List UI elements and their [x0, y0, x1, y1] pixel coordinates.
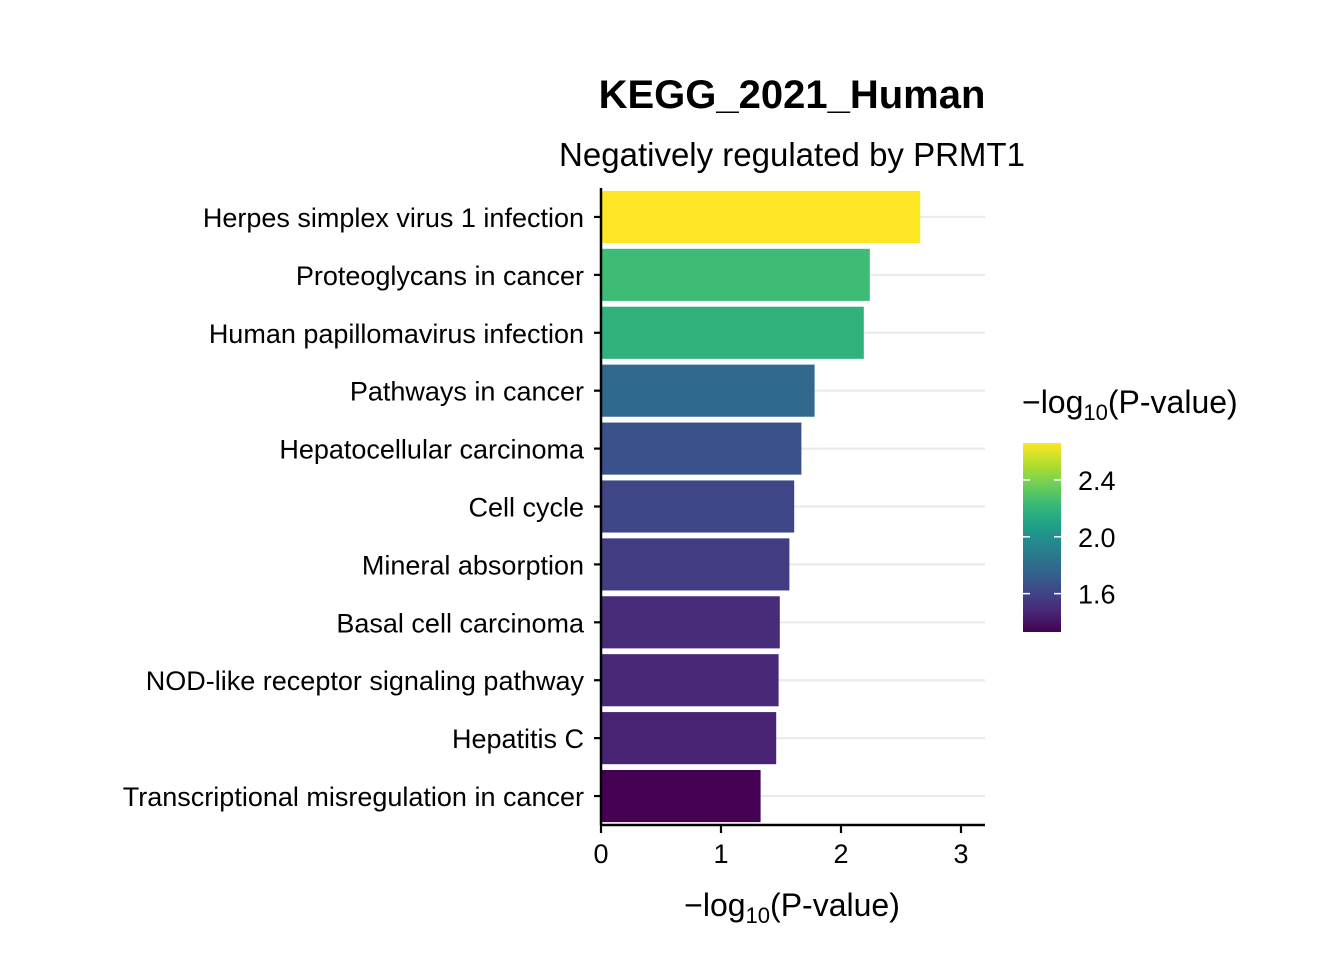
- legend-ticks: 1.6 2.0 2.4: [1023, 466, 1116, 610]
- x-tick-label: 1: [713, 839, 728, 869]
- bar: [601, 769, 761, 823]
- category-label: Hepatocellular carcinoma: [279, 435, 585, 465]
- bar: [601, 538, 790, 591]
- bars: [601, 190, 921, 823]
- bar: [601, 422, 802, 475]
- category-label: Mineral absorption: [362, 550, 584, 580]
- x-tick-label: 3: [953, 839, 968, 869]
- category-label: Basal cell carcinoma: [336, 608, 585, 638]
- category-label: NOD-like receptor signaling pathway: [146, 666, 585, 696]
- category-labels: Herpes simplex virus 1 infection Proteogl…: [123, 203, 585, 812]
- category-label: Transcriptional misregulation in cancer: [123, 782, 584, 812]
- axes: 0 1 2 3: [593, 188, 985, 869]
- category-label: Proteoglycans in cancer: [296, 261, 584, 291]
- bar: [601, 480, 795, 533]
- bar: [601, 190, 921, 244]
- bar: [601, 306, 864, 359]
- chart-title: KEGG_2021_Human: [599, 73, 986, 117]
- bar: [601, 596, 780, 649]
- category-label: Human papillomavirus infection: [209, 319, 584, 349]
- bar: [601, 654, 779, 707]
- legend-title: −log10(P-value): [1022, 384, 1238, 425]
- x-axis-title: −log10(P-value): [684, 887, 900, 928]
- legend-tick-label: 1.6: [1078, 580, 1116, 610]
- bar: [601, 364, 815, 417]
- category-label: Herpes simplex virus 1 infection: [203, 203, 584, 233]
- category-label: Cell cycle: [468, 493, 584, 523]
- bar: [601, 712, 777, 765]
- color-legend: −log10(P-value) 1.6 2.0 2.4: [1022, 384, 1238, 632]
- legend-tick-label: 2.4: [1078, 466, 1116, 496]
- x-tick-label: 2: [833, 839, 848, 869]
- legend-tick-label: 2.0: [1078, 523, 1116, 553]
- x-tick-label: 0: [593, 839, 608, 869]
- bar: [601, 248, 870, 301]
- category-label: Hepatitis C: [452, 724, 584, 754]
- category-label: Pathways in cancer: [350, 377, 584, 407]
- chart-subtitle: Negatively regulated by PRMT1: [559, 136, 1025, 173]
